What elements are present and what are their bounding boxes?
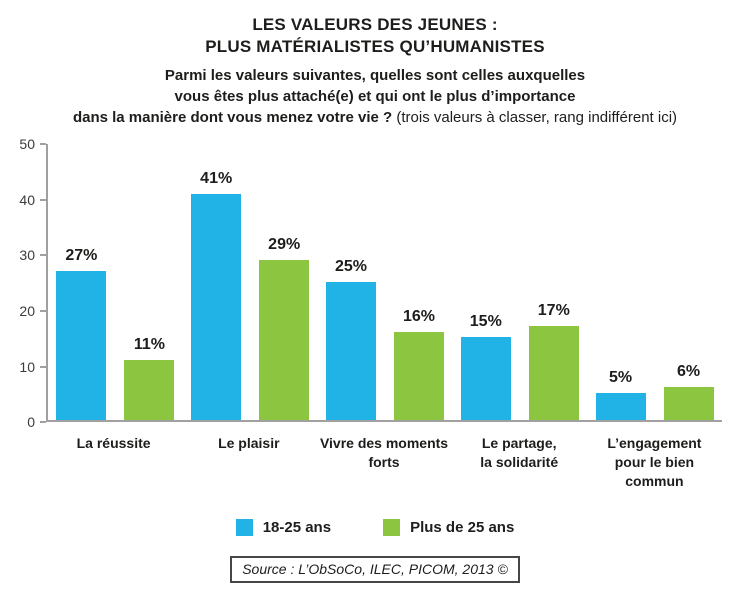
bar-value-label: 16% bbox=[402, 307, 435, 325]
legend-swatch bbox=[383, 518, 401, 536]
bar-group: 27% 11% bbox=[48, 144, 183, 421]
x-axis-label: Vivre des moments forts bbox=[316, 434, 451, 491]
bar-value-label: 29% bbox=[268, 236, 301, 254]
bar-value-label: 41% bbox=[200, 169, 233, 187]
x-axis-label-text: Le partage, la solidarité bbox=[480, 435, 559, 471]
bar-group: 15% 17% bbox=[452, 144, 587, 421]
y-tick-label: 30 bbox=[19, 247, 35, 264]
legend: 18-25 ans Plus de 25 ans bbox=[12, 518, 738, 536]
legend-label: Plus de 25 ans bbox=[410, 518, 515, 536]
bar-group: 5% 6% bbox=[587, 144, 722, 421]
x-axis-labels: La réussite Le plaisir Vivre des moments f… bbox=[46, 434, 722, 491]
subtitle-line-3: dans la manière dont vous menez votre vi… bbox=[12, 108, 738, 129]
x-axis-label: Le partage, la solidarité bbox=[452, 434, 587, 491]
y-tick-mark bbox=[40, 365, 46, 368]
title-line-1: LES VALEURS DES JEUNES : bbox=[252, 15, 498, 34]
y-tick-mark bbox=[40, 254, 46, 257]
bar-value-label: 17% bbox=[537, 302, 570, 320]
bar-chart: 0 10 20 30 40 50 27% 11% 41% 29% 25% 16% 15% 17% 5% 6% bbox=[12, 137, 722, 429]
y-tick-label: 40 bbox=[19, 191, 35, 208]
bar-value-label: 5% bbox=[609, 368, 633, 386]
bar-value-label: 6% bbox=[677, 363, 701, 381]
x-axis-label: L’engagement pour le bien commun bbox=[587, 434, 722, 491]
bar: 41% bbox=[191, 170, 242, 421]
bar: 6% bbox=[663, 363, 714, 421]
x-axis-label-text: L’engagement pour le bien commun bbox=[607, 435, 702, 490]
subtitle-line-3-note: (trois valeurs à classer, rang indiffére… bbox=[396, 108, 678, 126]
subtitle-line-1: Parmi les valeurs suivantes, quelles son… bbox=[164, 67, 586, 85]
x-axis: La réussite Le plaisir Vivre des moments f… bbox=[12, 434, 722, 491]
subtitle-line-2: vous êtes plus attaché(e) et qui ont le … bbox=[174, 87, 576, 105]
bar: 25% bbox=[325, 258, 376, 421]
legend-item: Plus de 25 ans bbox=[383, 518, 515, 536]
bar: 17% bbox=[528, 302, 579, 421]
x-axis-label: Le plaisir bbox=[181, 434, 316, 491]
bar: 11% bbox=[124, 336, 175, 421]
bar-group: 25% 16% bbox=[318, 144, 453, 421]
legend-swatch bbox=[235, 518, 253, 536]
x-axis-label-text: La réussite bbox=[76, 435, 151, 452]
y-tick-mark bbox=[40, 310, 46, 313]
plot-area: 27% 11% 41% 29% 25% 16% 15% 17% 5% 6% bbox=[46, 144, 722, 423]
source-text: Source : L’ObSoCo, ILEC, PICOM, 2013 © bbox=[230, 555, 520, 583]
legend-label: 18-25 ans bbox=[262, 518, 332, 536]
y-tick-label: 10 bbox=[19, 358, 35, 375]
y-axis: 0 10 20 30 40 50 bbox=[12, 137, 46, 429]
bar-value-label: 11% bbox=[133, 335, 165, 353]
bar-value-label: 15% bbox=[469, 313, 502, 331]
y-tick-label: 50 bbox=[19, 136, 35, 153]
bar: 16% bbox=[393, 308, 444, 421]
bar-value-label: 27% bbox=[65, 247, 98, 265]
bar: 5% bbox=[595, 369, 646, 421]
y-tick-label: 20 bbox=[19, 303, 35, 320]
bar: 15% bbox=[460, 313, 511, 421]
y-tick-label: 0 bbox=[27, 414, 35, 431]
bar-value-label: 25% bbox=[334, 258, 367, 276]
y-tick-mark bbox=[40, 421, 46, 424]
y-tick-mark bbox=[40, 143, 46, 146]
x-axis-label: La réussite bbox=[46, 434, 181, 491]
source-box: Source : L’ObSoCo, ILEC, PICOM, 2013 © bbox=[12, 555, 738, 583]
x-axis-label-text: Vivre des moments forts bbox=[319, 435, 449, 471]
bar: 29% bbox=[259, 236, 310, 421]
legend-item: 18-25 ans bbox=[235, 518, 332, 536]
x-axis-label-text: Le plaisir bbox=[218, 435, 280, 452]
chart-title: LES VALEURS DES JEUNES : PLUS MATÉRIALIS… bbox=[12, 14, 738, 58]
y-tick-mark bbox=[40, 198, 46, 201]
chart-subtitle: Parmi les valeurs suivantes, quelles son… bbox=[12, 66, 738, 128]
bar-group: 41% 29% bbox=[183, 144, 318, 421]
bar: 27% bbox=[56, 247, 107, 421]
title-line-2: PLUS MATÉRIALISTES QU’HUMANISTES bbox=[205, 37, 545, 57]
subtitle-line-3-bold: dans la manière dont vous menez votre vi… bbox=[72, 108, 393, 126]
y-axis-spacer bbox=[12, 434, 46, 491]
